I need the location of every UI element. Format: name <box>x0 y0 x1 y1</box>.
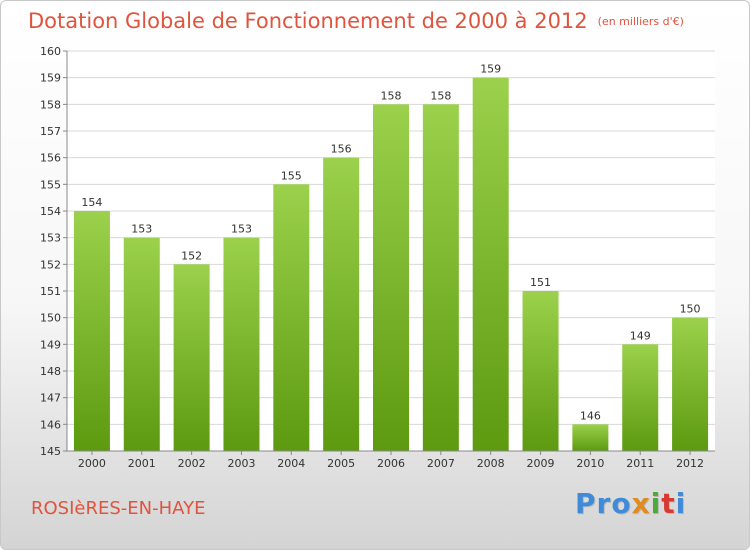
x-tick-label: 2004 <box>277 457 305 470</box>
bar <box>173 264 210 451</box>
bar <box>373 104 409 451</box>
x-tick-label: 2009 <box>527 457 555 470</box>
bar <box>323 157 360 451</box>
x-tick-label: 2002 <box>178 457 206 470</box>
y-tick-label: 145 <box>40 445 61 458</box>
y-tick-label: 154 <box>40 205 61 218</box>
proxiti-logo: Proxiti <box>575 487 686 520</box>
y-tick-label: 150 <box>40 312 61 325</box>
bar-value-label: 159 <box>480 63 501 76</box>
bar-value-label: 158 <box>430 89 451 102</box>
x-tick-label: 2011 <box>626 457 654 470</box>
bar <box>572 424 609 451</box>
bar-value-label: 158 <box>381 89 402 102</box>
bar-value-label: 153 <box>231 223 252 236</box>
bar <box>472 77 509 452</box>
logo-part-5: i <box>675 487 687 520</box>
y-tick-label: 149 <box>40 338 61 351</box>
bar <box>672 317 709 451</box>
y-tick-label: 153 <box>40 232 61 245</box>
x-tick-label: 2003 <box>227 457 255 470</box>
chart-subtitle: (en milliers d'€) <box>597 15 684 28</box>
bar <box>273 184 310 452</box>
y-tick-label: 158 <box>40 98 61 111</box>
bar <box>73 211 110 451</box>
logo-part-4: t <box>661 487 676 520</box>
bar-value-label: 150 <box>680 303 701 316</box>
bar-value-label: 155 <box>281 169 302 182</box>
bar <box>422 104 459 451</box>
logo-part-1: Pro <box>575 487 632 520</box>
y-tick-label: 148 <box>40 365 61 378</box>
chart-title: Dotation Globale de Fonctionnement de 20… <box>28 9 684 33</box>
y-tick-label: 146 <box>40 418 61 431</box>
y-tick-label: 151 <box>40 285 61 298</box>
x-tick-label: 2001 <box>128 457 156 470</box>
y-tick-label: 156 <box>40 152 61 165</box>
chart-title-text: Dotation Globale de Fonctionnement de 20… <box>28 9 588 33</box>
x-tick-label: 2012 <box>676 457 704 470</box>
bar-value-label: 153 <box>131 223 152 236</box>
x-tick-label: 2010 <box>576 457 604 470</box>
x-tick-label: 2000 <box>78 457 106 470</box>
y-tick-label: 160 <box>40 45 61 58</box>
y-tick-label: 157 <box>40 125 61 138</box>
bar-value-label: 152 <box>181 249 202 262</box>
bar <box>123 237 160 451</box>
commune-name: ROSIèRES-EN-HAYE <box>31 498 206 519</box>
y-tick-label: 155 <box>40 178 61 191</box>
y-tick-label: 152 <box>40 258 61 271</box>
bar <box>622 344 659 451</box>
y-tick-label: 147 <box>40 392 61 405</box>
bar-value-label: 156 <box>331 143 352 156</box>
x-tick-label: 2006 <box>377 457 405 470</box>
bar-value-label: 149 <box>630 329 651 342</box>
logo-part-2: x <box>631 487 651 520</box>
y-tick-label: 159 <box>40 72 61 85</box>
bar <box>223 237 260 451</box>
logo-part-3: i <box>650 487 662 520</box>
x-tick-label: 2007 <box>427 457 455 470</box>
bar-value-label: 151 <box>530 276 551 289</box>
x-tick-label: 2005 <box>327 457 355 470</box>
bar-value-label: 146 <box>580 409 601 422</box>
bar <box>522 291 559 451</box>
x-tick-label: 2008 <box>477 457 505 470</box>
bar-value-label: 154 <box>81 196 102 209</box>
